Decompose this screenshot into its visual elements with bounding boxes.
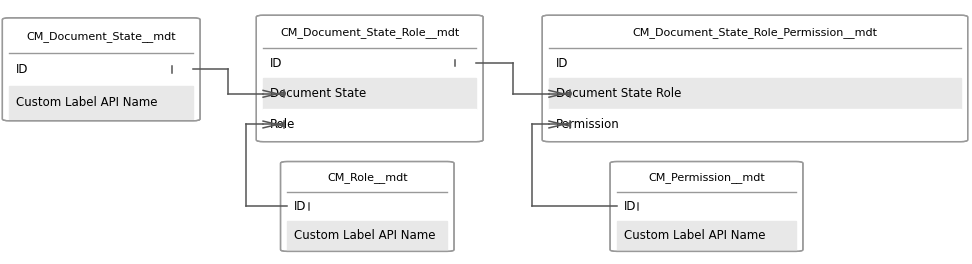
Text: Role: Role (270, 118, 295, 131)
Text: CM_Document_State_Role__mdt: CM_Document_State_Role__mdt (280, 27, 460, 38)
Text: ID: ID (624, 200, 636, 213)
FancyBboxPatch shape (281, 162, 454, 251)
Text: CM_Permission__mdt: CM_Permission__mdt (648, 172, 765, 183)
Text: CM_Document_State_Role_Permission__mdt: CM_Document_State_Role_Permission__mdt (633, 27, 878, 38)
Text: Document State Role: Document State Role (556, 87, 681, 100)
Bar (549, 48, 961, 78)
Bar (549, 109, 961, 140)
Bar (9, 53, 193, 86)
Bar (617, 192, 796, 221)
Text: Permission: Permission (556, 118, 619, 131)
Bar (288, 192, 447, 221)
Text: Custom Label API Name: Custom Label API Name (624, 229, 765, 242)
Text: Custom Label API Name: Custom Label API Name (16, 96, 157, 109)
Bar (263, 109, 476, 140)
Text: CM_Document_State__mdt: CM_Document_State__mdt (26, 31, 176, 42)
Bar (617, 221, 796, 249)
Text: Custom Label API Name: Custom Label API Name (295, 229, 435, 242)
Bar (549, 78, 961, 109)
FancyBboxPatch shape (610, 162, 803, 251)
FancyBboxPatch shape (257, 15, 483, 142)
Text: ID: ID (295, 200, 306, 213)
FancyBboxPatch shape (2, 18, 200, 121)
FancyBboxPatch shape (542, 15, 968, 142)
Text: ID: ID (16, 63, 28, 76)
Text: Document State: Document State (270, 87, 366, 100)
Text: CM_Role__mdt: CM_Role__mdt (327, 172, 407, 183)
Bar (288, 221, 447, 249)
Text: ID: ID (270, 56, 282, 70)
Bar (263, 48, 476, 78)
Text: ID: ID (556, 56, 569, 70)
Bar (9, 86, 193, 119)
Bar (263, 78, 476, 109)
